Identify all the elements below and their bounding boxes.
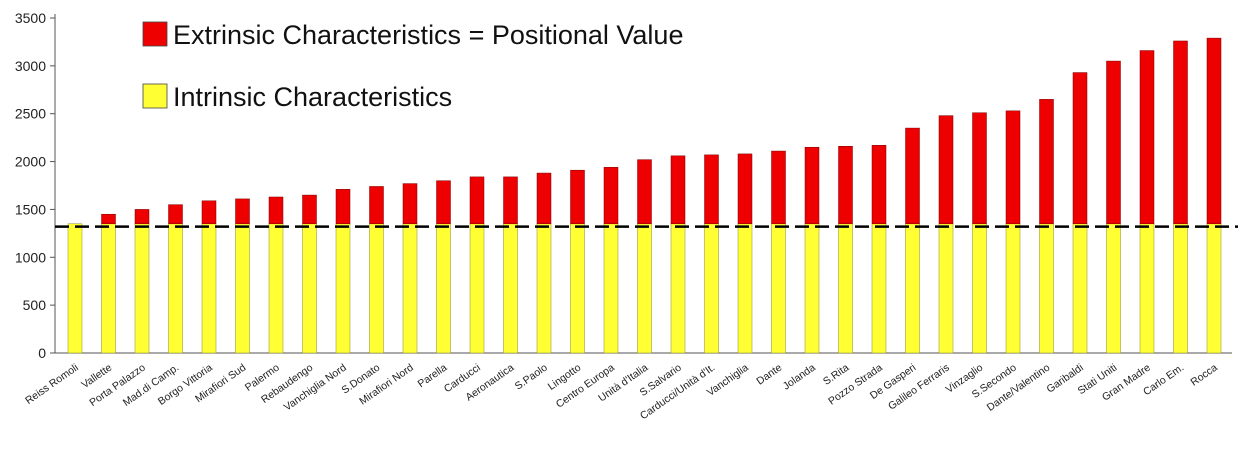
bar-extrinsic	[268, 196, 284, 225]
legend: Extrinsic Characteristics = Positional V…	[142, 20, 683, 112]
bar-intrinsic	[268, 223, 284, 354]
bar-extrinsic	[1173, 40, 1188, 225]
bar-extrinsic	[369, 186, 384, 225]
bar-extrinsic	[335, 189, 351, 225]
bar-intrinsic	[201, 223, 217, 354]
bar-extrinsic	[1106, 60, 1121, 225]
y-axis: 0 500 1000 1500 2000 2500 3000 3500	[15, 10, 1232, 361]
bar-intrinsic	[871, 223, 887, 354]
bar-intrinsic	[704, 223, 719, 354]
bar-extrinsic	[670, 155, 686, 225]
bar-intrinsic	[570, 223, 585, 354]
bar-extrinsic	[201, 200, 217, 225]
x-tick-label: Dante	[754, 362, 784, 388]
bar-extrinsic	[1072, 72, 1088, 225]
y-tick-label: 1000	[15, 249, 46, 265]
bars	[67, 37, 1222, 354]
bar-extrinsic	[737, 153, 753, 225]
bar-intrinsic	[402, 223, 418, 354]
bar-extrinsic	[1039, 99, 1054, 225]
bar-extrinsic	[469, 176, 485, 225]
legend-swatch	[142, 83, 168, 109]
bar-intrinsic	[302, 223, 317, 354]
legend-label: Extrinsic Characteristics = Positional V…	[173, 20, 683, 50]
bar-extrinsic	[871, 145, 887, 225]
bar-extrinsic	[436, 180, 451, 225]
bar-intrinsic	[603, 223, 619, 354]
x-tick-label: Rocca	[1188, 362, 1219, 389]
bar-extrinsic	[235, 198, 250, 225]
bar-intrinsic	[369, 223, 384, 354]
y-tick-label: 3500	[15, 10, 46, 26]
bar-intrinsic	[536, 223, 552, 354]
bar-intrinsic	[905, 223, 920, 354]
y-tick-label: 500	[23, 297, 47, 313]
bar-extrinsic	[134, 209, 150, 225]
bar-intrinsic	[101, 223, 116, 354]
bar-extrinsic	[302, 194, 317, 225]
bar-intrinsic	[1039, 223, 1054, 354]
bar-extrinsic	[838, 146, 853, 225]
bar-intrinsic	[838, 223, 853, 354]
bar-intrinsic	[1106, 223, 1121, 354]
bar-extrinsic	[603, 167, 619, 225]
bar-intrinsic	[1072, 223, 1088, 354]
bar-extrinsic	[168, 204, 183, 225]
bar-intrinsic	[168, 223, 183, 354]
bar-intrinsic	[1206, 223, 1222, 354]
bar-intrinsic	[938, 223, 954, 354]
bar-intrinsic	[503, 223, 518, 354]
bar-intrinsic	[469, 223, 485, 354]
y-tick-label: 2500	[15, 106, 46, 122]
bar-intrinsic	[335, 223, 351, 354]
bar-intrinsic	[436, 223, 451, 354]
bar-extrinsic	[905, 127, 920, 225]
bar-extrinsic	[804, 146, 820, 225]
bar-extrinsic	[1206, 37, 1222, 225]
bar-intrinsic	[670, 223, 686, 354]
bar-extrinsic	[101, 213, 116, 225]
bar-intrinsic	[1173, 223, 1188, 354]
bar-extrinsic	[938, 115, 954, 225]
bar-intrinsic	[67, 223, 83, 354]
y-tick-label: 1500	[15, 201, 46, 217]
bar-intrinsic	[737, 223, 753, 354]
bar-intrinsic	[804, 223, 820, 354]
bar-intrinsic	[771, 223, 786, 354]
bar-extrinsic	[402, 183, 418, 225]
bar-intrinsic	[637, 223, 652, 354]
bar-intrinsic	[972, 223, 987, 354]
bar-extrinsic	[1005, 110, 1021, 225]
y-tick-label: 3000	[15, 58, 46, 74]
x-tick-label: Reiss Romoli	[23, 362, 81, 407]
x-tick-label: Galileo Ferraris	[886, 362, 952, 413]
bar-intrinsic	[1139, 223, 1155, 354]
legend-swatch	[142, 21, 168, 47]
y-tick-label: 0	[38, 345, 46, 361]
x-tick-label: Jolanda	[781, 362, 818, 393]
bar-extrinsic	[536, 172, 552, 225]
bar-extrinsic	[637, 159, 652, 225]
y-tick-label: 2000	[15, 154, 46, 170]
bar-extrinsic	[503, 176, 518, 225]
bar-extrinsic	[972, 112, 987, 225]
bar-intrinsic	[134, 223, 150, 354]
bar-extrinsic	[704, 154, 719, 225]
x-tick-label: S.Paolo	[513, 362, 550, 393]
legend-label: Intrinsic Characteristics	[173, 82, 452, 112]
bar-extrinsic	[1139, 50, 1155, 225]
bar-intrinsic	[1005, 223, 1021, 354]
bar-extrinsic	[771, 150, 786, 225]
bar-extrinsic	[570, 169, 585, 225]
bar-intrinsic	[235, 223, 250, 354]
